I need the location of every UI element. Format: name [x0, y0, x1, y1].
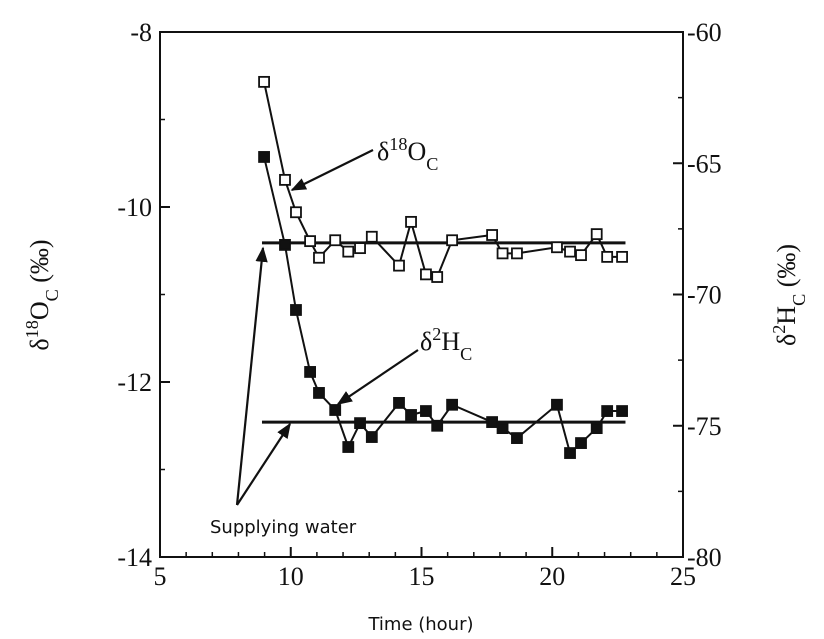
data-point — [601, 250, 614, 263]
data-point — [290, 304, 302, 316]
y2-tick-label: -60 — [687, 18, 722, 47]
text-part: (‰) — [25, 239, 54, 289]
text-part: 2 — [769, 325, 789, 334]
data-point — [313, 387, 325, 399]
data-point — [393, 259, 405, 272]
data-point — [564, 447, 576, 459]
data-point — [486, 416, 499, 428]
annotation: Supplying water — [210, 517, 357, 538]
x-axis-label: Time (hour) — [367, 614, 473, 635]
y-tick-label: -14 — [117, 543, 152, 572]
text-part: C — [789, 294, 809, 306]
text-part: H — [772, 306, 801, 325]
y2-tick-label: -75 — [687, 412, 722, 441]
data-point — [446, 234, 458, 247]
data-point — [258, 151, 270, 163]
data-point — [496, 247, 509, 260]
data-point — [342, 441, 355, 453]
data-point — [564, 245, 576, 258]
y2-tick-label: -80 — [687, 543, 722, 572]
data-point — [393, 397, 405, 409]
x-tick-label: 10 — [278, 562, 304, 591]
text-part: 18 — [389, 134, 407, 154]
data-point — [431, 419, 444, 432]
data-point — [365, 431, 378, 443]
x-tick-label: 5 — [154, 562, 167, 591]
arrow — [235, 246, 268, 506]
data-point — [405, 409, 417, 421]
data-point — [279, 238, 291, 251]
text-part: H — [441, 327, 460, 356]
data-point — [590, 422, 603, 435]
data-point — [365, 230, 378, 243]
text-part: O — [407, 137, 426, 166]
text-part: δ — [772, 334, 801, 346]
y-tick-label: -12 — [117, 368, 152, 397]
data-point — [616, 405, 628, 417]
data-point — [575, 437, 587, 449]
x-tick-label: 20 — [539, 562, 565, 591]
series-line — [263, 156, 623, 455]
data-point — [329, 404, 342, 416]
text-part: (‰) — [772, 244, 801, 294]
arrow — [236, 422, 291, 506]
data-point — [304, 235, 317, 248]
data-point — [551, 398, 563, 411]
data-point — [354, 242, 366, 255]
text-part: 2 — [432, 324, 441, 344]
y2-tick-label: -70 — [687, 281, 722, 310]
text-part: C — [42, 289, 62, 301]
arrow — [336, 349, 419, 405]
data-point — [486, 229, 499, 241]
text-part: δ — [420, 327, 432, 356]
data-point — [290, 206, 302, 219]
x-tick-label: 25 — [670, 562, 696, 591]
data-point — [304, 366, 317, 378]
text-part: C — [460, 344, 472, 364]
data-point — [511, 247, 523, 260]
y-tick-label: -10 — [117, 193, 152, 222]
data-point — [431, 271, 444, 283]
plot-frame — [159, 31, 684, 558]
data-point — [313, 251, 325, 264]
data-point — [511, 432, 523, 444]
text-part: 18 — [22, 320, 42, 338]
data-point — [329, 234, 342, 247]
annotation: δ2HC — [420, 324, 472, 364]
data-point — [405, 215, 417, 228]
y2-axis-label: δ2HC (‰) — [769, 244, 809, 346]
data-point — [616, 250, 628, 263]
text-part: δ — [25, 338, 54, 350]
data-point — [354, 417, 366, 430]
arrow — [290, 149, 374, 191]
data-point — [420, 405, 432, 417]
y-axis-label: δ18OC (‰) — [22, 239, 62, 350]
data-point — [446, 398, 458, 411]
text-part: δ — [377, 137, 389, 166]
data-point — [551, 241, 563, 254]
text-part: C — [426, 154, 438, 174]
annotation: δ18OC — [377, 134, 438, 174]
data-point — [258, 75, 270, 88]
data-point — [342, 245, 355, 258]
x-tick-label: 15 — [409, 562, 435, 591]
text-part: O — [25, 301, 54, 320]
data-point — [279, 173, 291, 186]
y2-tick-label: -65 — [687, 149, 722, 178]
data-point — [496, 422, 509, 435]
data-point — [575, 249, 587, 262]
data-point — [590, 228, 603, 241]
arrows — [235, 149, 419, 506]
y-tick-label: -8 — [130, 18, 152, 47]
data-point — [601, 405, 614, 417]
data-point — [420, 268, 432, 281]
